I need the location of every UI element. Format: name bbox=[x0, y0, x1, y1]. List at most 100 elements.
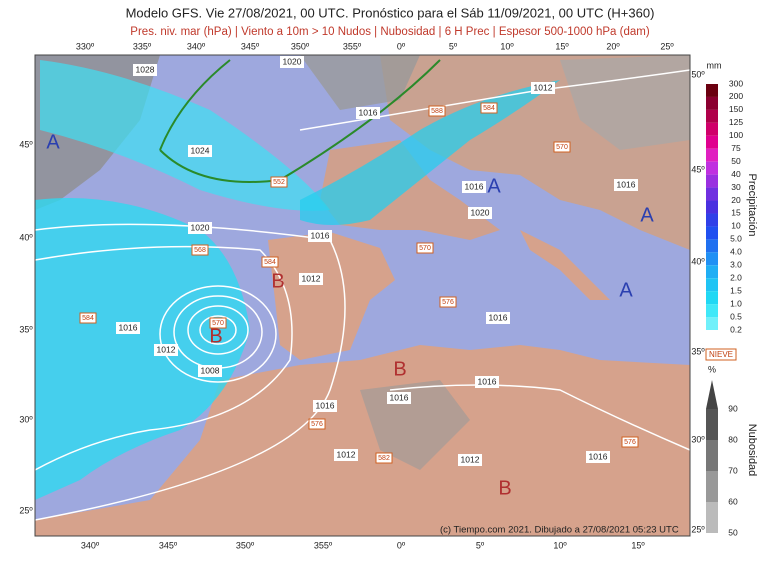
precip-swatch bbox=[706, 174, 718, 188]
cloud-swatch bbox=[706, 502, 718, 533]
precip-level: 125 bbox=[729, 117, 743, 127]
isobar-label-bg bbox=[154, 344, 178, 356]
isobar-label-bg bbox=[462, 181, 486, 193]
credit: (c) Tiempo.com 2021. Dibujado a 27/08/20… bbox=[440, 525, 679, 536]
precip-level: 300 bbox=[729, 78, 743, 88]
precip-swatch bbox=[706, 96, 718, 110]
pressure-center: B bbox=[271, 270, 284, 292]
thickness-label: 588 bbox=[431, 108, 443, 115]
cloud-unit: % bbox=[708, 364, 716, 374]
thickness-label-bg bbox=[261, 256, 279, 268]
lon-label: 330º bbox=[76, 41, 95, 51]
precip-level: 5.0 bbox=[730, 234, 742, 244]
lon-label: 5º bbox=[476, 540, 485, 550]
precip-swatch bbox=[706, 200, 718, 214]
isobar-label-bg bbox=[313, 400, 337, 412]
precip-title: Precipitación bbox=[746, 174, 758, 237]
lat-label: 45º bbox=[691, 164, 705, 174]
isobar-label: 1016 bbox=[478, 376, 497, 386]
isobar-label-bg bbox=[188, 145, 212, 157]
isobar-label-bg bbox=[198, 365, 222, 377]
isobar-label: 1016 bbox=[465, 181, 484, 191]
pressure-center: A bbox=[46, 131, 60, 153]
cloud-level: 80 bbox=[728, 434, 738, 444]
isobar-label-bg bbox=[614, 179, 638, 191]
isobar-label: 1016 bbox=[119, 322, 138, 332]
isobar-label-bg bbox=[116, 322, 140, 334]
thickness-label: 584 bbox=[483, 105, 495, 112]
isobar-label: 1020 bbox=[471, 207, 490, 217]
isobar-label: 1016 bbox=[617, 179, 636, 189]
lon-label: 0º bbox=[397, 41, 406, 51]
lon-label: 355º bbox=[343, 41, 362, 51]
precip-swatch bbox=[706, 213, 718, 227]
precip-swatch bbox=[706, 122, 718, 136]
precip-swatch bbox=[706, 291, 718, 305]
cloud-swatch bbox=[706, 440, 718, 471]
snow-box bbox=[705, 348, 737, 361]
thickness-label-bg bbox=[191, 244, 209, 256]
precip-level: 150 bbox=[729, 104, 743, 114]
lon-label: 345º bbox=[241, 41, 260, 51]
lat-label: 35º bbox=[691, 346, 705, 356]
thickness-label-bg bbox=[375, 452, 393, 464]
isobar-label: 1016 bbox=[489, 312, 508, 322]
isobar-label-bg bbox=[475, 376, 499, 388]
precip-swatch bbox=[706, 109, 718, 123]
snow-label: NIEVE bbox=[709, 350, 733, 359]
lat-label: 45º bbox=[19, 139, 33, 149]
precip-level: 2.0 bbox=[730, 272, 742, 282]
precip-swatch bbox=[706, 278, 718, 292]
isobar-label-bg bbox=[486, 312, 510, 324]
isobar-label-bg bbox=[531, 82, 555, 94]
lon-label: 25º bbox=[660, 41, 674, 51]
precip-level: 10 bbox=[731, 221, 741, 231]
lat-label: 25º bbox=[19, 505, 33, 515]
thickness-label: 576 bbox=[311, 421, 323, 428]
isobar-label: 1016 bbox=[589, 451, 608, 461]
isobar-label: 1020 bbox=[283, 56, 302, 66]
precip-level: 3.0 bbox=[730, 260, 742, 270]
isobar-label: 1012 bbox=[461, 454, 480, 464]
isobar-label: 1012 bbox=[302, 273, 321, 283]
precip-swatch bbox=[706, 226, 718, 240]
map-frame bbox=[34, 54, 691, 537]
thickness-label-bg bbox=[439, 296, 457, 308]
lat-label: 30º bbox=[691, 434, 705, 444]
isobar-label: 1012 bbox=[157, 344, 176, 354]
isobar-label-bg bbox=[188, 222, 212, 234]
thickness-label: 552 bbox=[273, 179, 285, 186]
pressure-center: B bbox=[498, 477, 511, 499]
thickness-label: 584 bbox=[264, 259, 276, 266]
lon-label: 10º bbox=[553, 540, 567, 550]
pressure-center: B bbox=[393, 358, 406, 380]
isobar-label-bg bbox=[356, 107, 380, 119]
cloud-arrow bbox=[706, 380, 718, 409]
precip-swatch bbox=[706, 187, 718, 201]
thickness-label: 576 bbox=[442, 299, 454, 306]
lon-label: 10º bbox=[500, 41, 514, 51]
lon-label: 345º bbox=[159, 540, 178, 550]
lat-label: 40º bbox=[19, 232, 33, 242]
pressure-center: A bbox=[640, 204, 654, 226]
isobar-label: 1012 bbox=[337, 449, 356, 459]
lat-label: 30º bbox=[19, 414, 33, 424]
lat-label: 50º bbox=[691, 69, 705, 79]
cloud-title: Nubosidad bbox=[746, 424, 758, 477]
precip-level: 1.0 bbox=[730, 298, 742, 308]
isobar-label-bg bbox=[387, 392, 411, 404]
isobar-label: 1020 bbox=[191, 222, 210, 232]
isobar-label-bg bbox=[468, 207, 492, 219]
isobar-label: 1016 bbox=[390, 392, 409, 402]
precip-level: 20 bbox=[731, 195, 741, 205]
thickness-label: 576 bbox=[624, 439, 636, 446]
precip-level: 15 bbox=[731, 208, 741, 218]
thickness-label-bg bbox=[480, 102, 498, 114]
cloud-level: 60 bbox=[728, 496, 738, 506]
isobar-label-bg bbox=[334, 449, 358, 461]
subtitle: Pres. niv. mar (hPa) | Viento a 10m > 10… bbox=[130, 26, 650, 38]
lat-label: 35º bbox=[19, 324, 33, 334]
precip-level: 0.5 bbox=[730, 311, 742, 321]
